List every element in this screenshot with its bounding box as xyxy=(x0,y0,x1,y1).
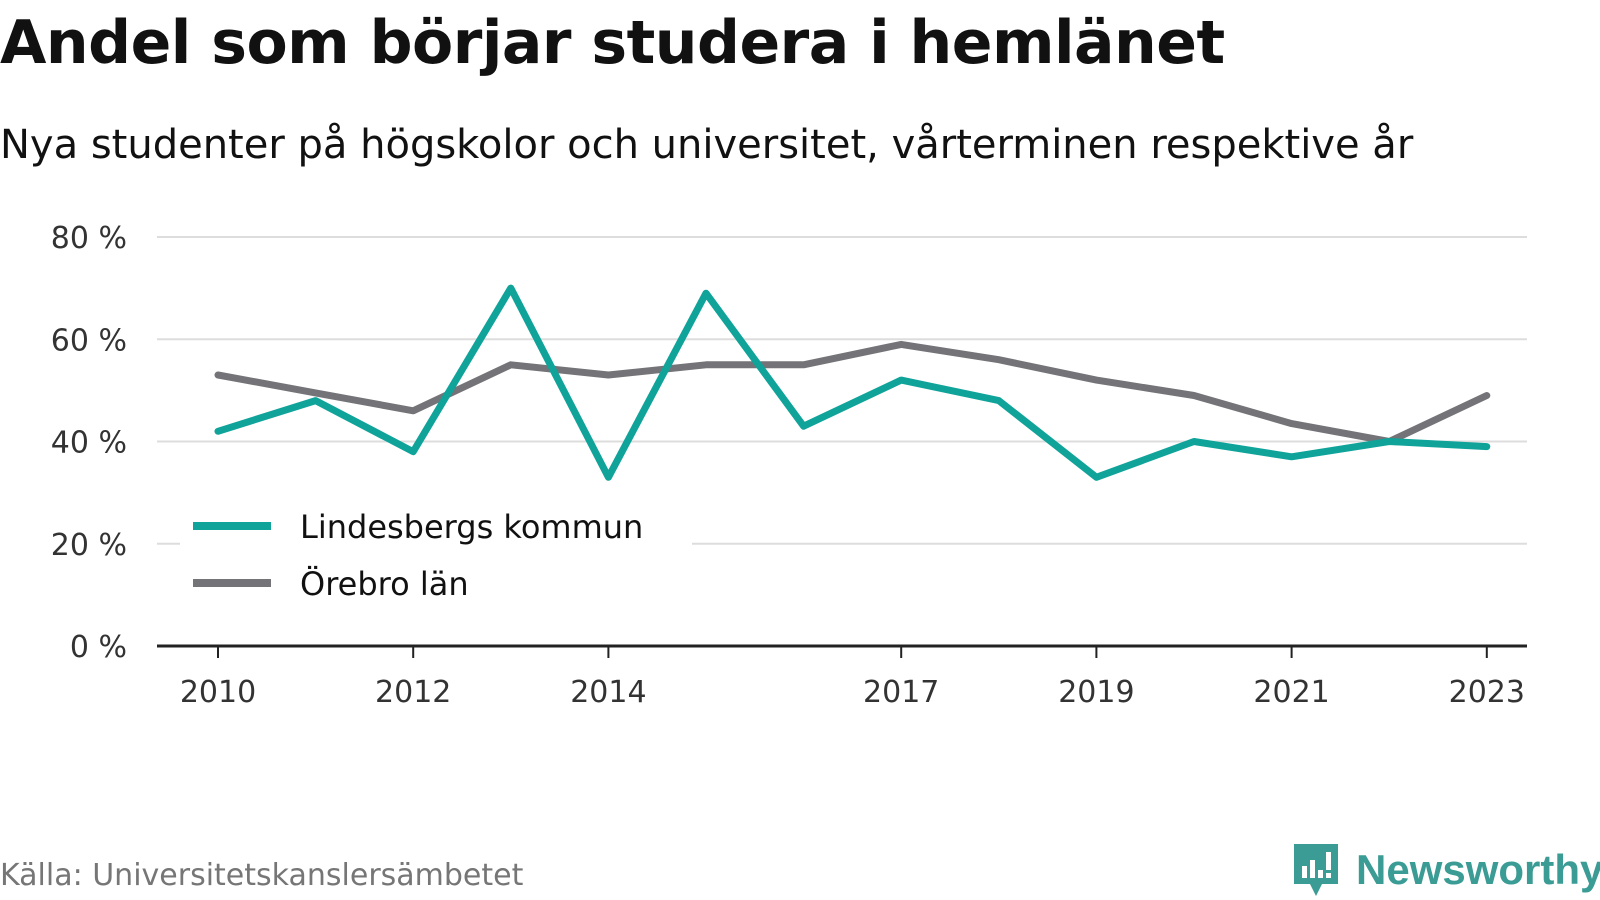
brand-name: Newsworthy xyxy=(1356,846,1600,893)
line-chart: 0 % 20 % 40 % 60 % 80 % 2010 2012 2014 2017 2019 2… xyxy=(51,221,1527,710)
legend-background xyxy=(180,497,692,609)
y-tick-label: 20 % xyxy=(51,528,127,563)
legend-label: Örebro län xyxy=(300,565,469,603)
x-tick-label: 2019 xyxy=(1058,675,1134,710)
x-tick-label: 2023 xyxy=(1449,675,1525,710)
series-line-lindesberg xyxy=(214,284,1491,481)
legend-label: Lindesbergs kommun xyxy=(300,508,643,546)
x-tick-label: 2021 xyxy=(1253,675,1329,710)
y-tick-label: 80 % xyxy=(51,221,127,256)
y-tick-label: 60 % xyxy=(51,323,127,358)
chart-subtitle: Nya studenter på högskolor och universit… xyxy=(0,122,1414,168)
newsworthy-logo-icon xyxy=(1294,844,1338,896)
series-line-orebro xyxy=(214,340,1491,445)
brand[interactable]: Newsworthy xyxy=(1290,840,1600,900)
x-tick-label: 2010 xyxy=(180,675,256,710)
x-tick-label: 2014 xyxy=(570,675,646,710)
chart-title: Andel som börjar studera i hemlänet xyxy=(0,8,1225,78)
x-tick-label: 2017 xyxy=(863,675,939,710)
source-note: Källa: Universitetskanslersämbetet xyxy=(0,858,524,893)
x-tick-label: 2012 xyxy=(375,675,451,710)
y-tick-label: 0 % xyxy=(70,630,127,665)
y-tick-label: 40 % xyxy=(51,426,127,461)
